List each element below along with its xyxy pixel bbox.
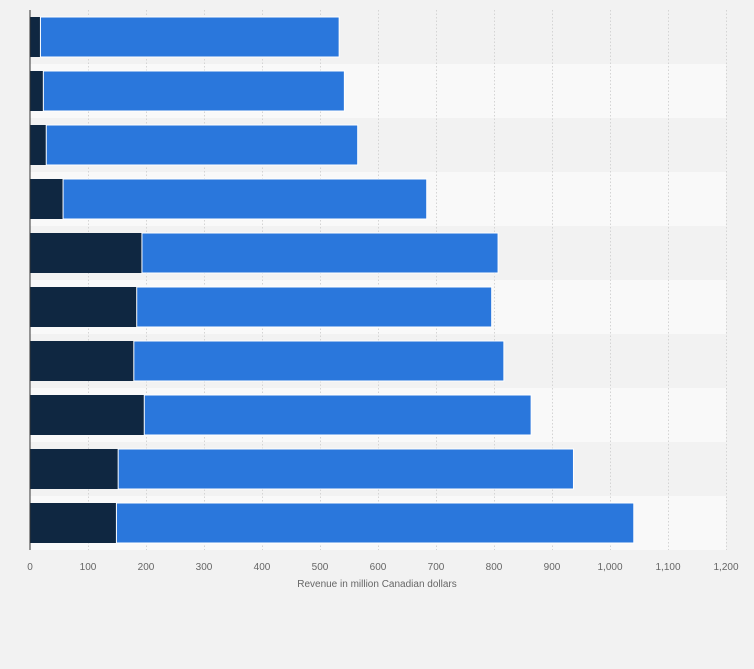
bar-segment-series-2[interactable]: [136, 286, 493, 328]
x-tick-label: 100: [80, 562, 97, 573]
bar-segment-series-1[interactable]: [30, 341, 134, 381]
x-tick-label: 400: [254, 562, 271, 573]
x-tick-label: 1,100: [655, 562, 680, 573]
bar-segment-series-2[interactable]: [117, 448, 574, 490]
bar-segment-series-1[interactable]: [30, 125, 47, 165]
x-axis-title: Revenue in million Canadian dollars: [297, 579, 457, 590]
x-tick-label: 900: [544, 562, 561, 573]
bar-segment-series-1[interactable]: [30, 17, 41, 57]
x-tick-label: 800: [486, 562, 503, 573]
bar-segment-series-1[interactable]: [30, 179, 64, 219]
gridlines: [88, 10, 727, 550]
x-tick-label: 0: [27, 562, 33, 573]
x-tick-label: 1,000: [597, 562, 622, 573]
bars: [30, 16, 635, 544]
bar-segment-series-2[interactable]: [62, 178, 428, 220]
x-tick-label: 600: [370, 562, 387, 573]
bar-segment-series-1[interactable]: [30, 287, 137, 327]
bar-segment-series-1[interactable]: [30, 233, 142, 273]
x-tick-label: 300: [196, 562, 213, 573]
bar-segment-series-2[interactable]: [45, 124, 359, 166]
bar-segment-series-2[interactable]: [143, 394, 532, 436]
bar-segment-series-1[interactable]: [30, 503, 117, 543]
bar-segment-series-1[interactable]: [30, 395, 145, 435]
bar-segment-series-2[interactable]: [42, 70, 345, 112]
bar-segment-series-1[interactable]: [30, 449, 119, 489]
bar-segment-series-2[interactable]: [115, 502, 635, 544]
x-tick-label: 200: [138, 562, 155, 573]
x-tick-label: 1,200: [713, 562, 738, 573]
bar-segment-series-2[interactable]: [39, 16, 340, 58]
bar-segment-series-2[interactable]: [141, 232, 499, 274]
x-tick-label: 700: [428, 562, 445, 573]
bar-segment-series-1[interactable]: [30, 71, 44, 111]
x-tick-labels: 0 100 200 300 400 500 600 700 800 900 1,000 1,100 1,…: [27, 562, 739, 573]
x-tick-label: 500: [312, 562, 329, 573]
bar-segment-series-2[interactable]: [133, 340, 505, 382]
